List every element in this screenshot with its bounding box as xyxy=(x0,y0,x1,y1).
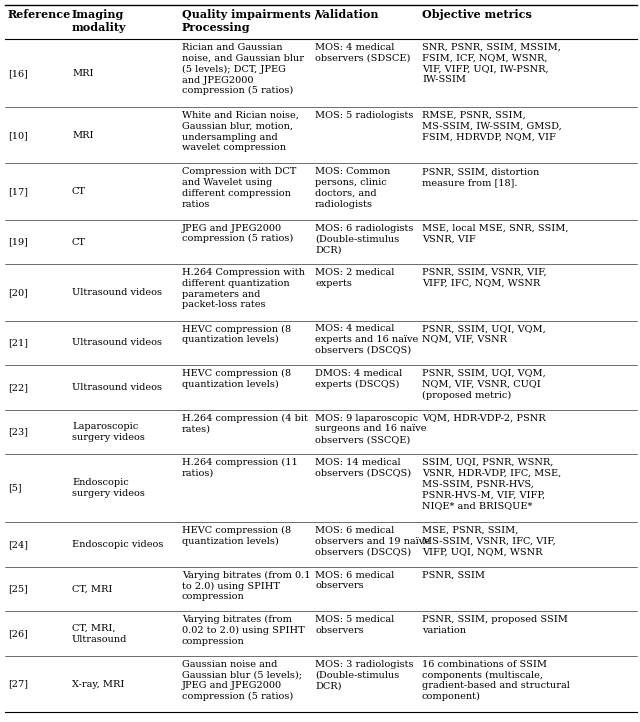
Text: PSNR, SSIM, UQI, VQM,
NQM, VIF, VSNR: PSNR, SSIM, UQI, VQM, NQM, VIF, VSNR xyxy=(422,324,546,344)
Text: HEVC compression (8
quantization levels): HEVC compression (8 quantization levels) xyxy=(182,369,291,389)
Text: [26]: [26] xyxy=(8,629,28,638)
Text: PSNR, SSIM, UQI, VQM,
NQM, VIF, VSNR, CUQI
(proposed metric): PSNR, SSIM, UQI, VQM, NQM, VIF, VSNR, CU… xyxy=(422,369,546,400)
Text: Varying bitrates (from 0.1
to 2.0) using SPIHT
compression: Varying bitrates (from 0.1 to 2.0) using… xyxy=(182,570,310,601)
Text: PSNR, SSIM, distortion
measure from [18].: PSNR, SSIM, distortion measure from [18]… xyxy=(422,168,540,187)
Text: [5]: [5] xyxy=(8,484,22,492)
Text: H.264 compression (4 bit
rates): H.264 compression (4 bit rates) xyxy=(182,414,308,433)
Text: MOS: 6 radiologists
(Double-stimulus
DCR): MOS: 6 radiologists (Double-stimulus DCR… xyxy=(315,224,413,254)
Text: Varying bitrates (from
0.02 to 2.0) using SPIHT
compression: Varying bitrates (from 0.02 to 2.0) usin… xyxy=(182,615,305,646)
Text: Quality impairments /
Processing: Quality impairments / Processing xyxy=(182,9,319,33)
Text: Laparoscopic
surgery videos: Laparoscopic surgery videos xyxy=(72,422,145,442)
Text: CT, MRI,
Ultrasound: CT, MRI, Ultrasound xyxy=(72,624,127,643)
Text: [19]: [19] xyxy=(8,238,28,246)
Text: MOS: 5 radiologists: MOS: 5 radiologists xyxy=(315,111,413,120)
Text: [27]: [27] xyxy=(8,679,28,689)
Text: MOS: 14 medical
observers (DSCQS): MOS: 14 medical observers (DSCQS) xyxy=(315,458,411,478)
Text: Objective metrics: Objective metrics xyxy=(422,9,532,20)
Text: MOS: 6 medical
observers: MOS: 6 medical observers xyxy=(315,570,394,591)
Text: Endoscopic
surgery videos: Endoscopic surgery videos xyxy=(72,479,145,498)
Text: MOS: 5 medical
observers: MOS: 5 medical observers xyxy=(315,615,394,635)
Text: MOS: 2 medical
experts: MOS: 2 medical experts xyxy=(315,268,394,288)
Text: [22]: [22] xyxy=(8,383,28,392)
Text: HEVC compression (8
quantization levels): HEVC compression (8 quantization levels) xyxy=(182,324,291,344)
Text: Ultrasound videos: Ultrasound videos xyxy=(72,383,162,392)
Text: White and Rician noise,
Gaussian blur, motion,
undersampling and
wavelet compres: White and Rician noise, Gaussian blur, m… xyxy=(182,111,299,152)
Text: [16]: [16] xyxy=(8,69,28,78)
Text: MOS: 4 medical
observers (SDSCE): MOS: 4 medical observers (SDSCE) xyxy=(315,43,410,63)
Text: SNR, PSNR, SSIM, MSSIM,
FSIM, ICF, NQM, WSNR,
VIF, VIFP, UQI, IW-PSNR,
IW-SSIM: SNR, PSNR, SSIM, MSSIM, FSIM, ICF, NQM, … xyxy=(422,43,561,84)
Text: Endoscopic videos: Endoscopic videos xyxy=(72,540,163,549)
Text: [17]: [17] xyxy=(8,187,28,196)
Text: CT, MRI: CT, MRI xyxy=(72,585,113,593)
Text: 16 combinations of SSIM
components (multiscale,
gradient-based and structural
co: 16 combinations of SSIM components (mult… xyxy=(422,660,570,701)
Text: CT: CT xyxy=(72,187,86,196)
Text: SSIM, UQI, PSNR, WSNR,
VSNR, HDR-VDP, IFC, MSE,
MS-SSIM, PSNR-HVS,
PSNR-HVS-M, V: SSIM, UQI, PSNR, WSNR, VSNR, HDR-VDP, IF… xyxy=(422,458,561,510)
Text: CT: CT xyxy=(72,238,86,246)
Text: JPEG and JPEG2000
compression (5 ratios): JPEG and JPEG2000 compression (5 ratios) xyxy=(182,224,293,243)
Text: [23]: [23] xyxy=(8,427,28,437)
Text: [20]: [20] xyxy=(8,288,28,297)
Text: VQM, HDR-VDP-2, PSNR: VQM, HDR-VDP-2, PSNR xyxy=(422,414,546,422)
Text: PSNR, SSIM, proposed SSIM
variation: PSNR, SSIM, proposed SSIM variation xyxy=(422,615,568,635)
Text: Ultrasound videos: Ultrasound videos xyxy=(72,288,162,297)
Text: MOS: Common
persons, clinic
doctors, and
radiologists: MOS: Common persons, clinic doctors, and… xyxy=(315,168,390,209)
Text: MRI: MRI xyxy=(72,69,93,78)
Text: [21]: [21] xyxy=(8,339,28,347)
Text: PSNR, SSIM, VSNR, VIF,
VIFP, IFC, NQM, WSNR: PSNR, SSIM, VSNR, VIF, VIFP, IFC, NQM, W… xyxy=(422,268,547,288)
Text: Gaussian noise and
Gaussian blur (5 levels);
JPEG and JPEG2000
compression (5 ra: Gaussian noise and Gaussian blur (5 leve… xyxy=(182,660,302,701)
Text: Imaging
modality: Imaging modality xyxy=(72,9,127,33)
Text: Ultrasound videos: Ultrasound videos xyxy=(72,339,162,347)
Text: [24]: [24] xyxy=(8,540,28,549)
Text: H.264 compression (11
ratios): H.264 compression (11 ratios) xyxy=(182,458,298,478)
Text: Validation: Validation xyxy=(315,9,378,20)
Text: MOS: 6 medical
observers and 19 naïve
observers (DSCQS): MOS: 6 medical observers and 19 naïve ob… xyxy=(315,526,430,557)
Text: HEVC compression (8
quantization levels): HEVC compression (8 quantization levels) xyxy=(182,526,291,546)
Text: [10]: [10] xyxy=(8,131,28,140)
Text: MOS: 3 radiologists
(Double-stimulus
DCR): MOS: 3 radiologists (Double-stimulus DCR… xyxy=(315,660,413,690)
Text: MOS: 9 laparoscopic
surgeons and 16 naïve
observers (SSCQE): MOS: 9 laparoscopic surgeons and 16 naïv… xyxy=(315,414,426,444)
Text: PSNR, SSIM: PSNR, SSIM xyxy=(422,570,485,580)
Text: MOS: 4 medical
experts and 16 naïve
observers (DSCQS): MOS: 4 medical experts and 16 naïve obse… xyxy=(315,324,419,355)
Text: X-ray, MRI: X-ray, MRI xyxy=(72,679,124,689)
Text: Rician and Gaussian
noise, and Gaussian blur
(5 levels); DCT, JPEG
and JPEG2000
: Rician and Gaussian noise, and Gaussian … xyxy=(182,43,304,95)
Text: MSE, local MSE, SNR, SSIM,
VSNR, VIF: MSE, local MSE, SNR, SSIM, VSNR, VIF xyxy=(422,224,568,243)
Text: [25]: [25] xyxy=(8,585,28,593)
Text: Reference: Reference xyxy=(8,9,71,20)
Text: RMSE, PSNR, SSIM,
MS-SSIM, IW-SSIM, GMSD,
FSIM, HDRVDP, NQM, VIF: RMSE, PSNR, SSIM, MS-SSIM, IW-SSIM, GMSD… xyxy=(422,111,562,142)
Text: MSE, PSNR, SSIM,
MS-SSIM, VSNR, IFC, VIF,
VIFP, UQI, NQM, WSNR: MSE, PSNR, SSIM, MS-SSIM, VSNR, IFC, VIF… xyxy=(422,526,556,557)
Text: Compression with DCT
and Wavelet using
different compression
ratios: Compression with DCT and Wavelet using d… xyxy=(182,168,296,209)
Text: DMOS: 4 medical
experts (DSCQS): DMOS: 4 medical experts (DSCQS) xyxy=(315,369,403,389)
Text: MRI: MRI xyxy=(72,131,93,140)
Text: H.264 Compression with
different quantization
parameters and
packet-loss rates: H.264 Compression with different quantiz… xyxy=(182,268,305,310)
